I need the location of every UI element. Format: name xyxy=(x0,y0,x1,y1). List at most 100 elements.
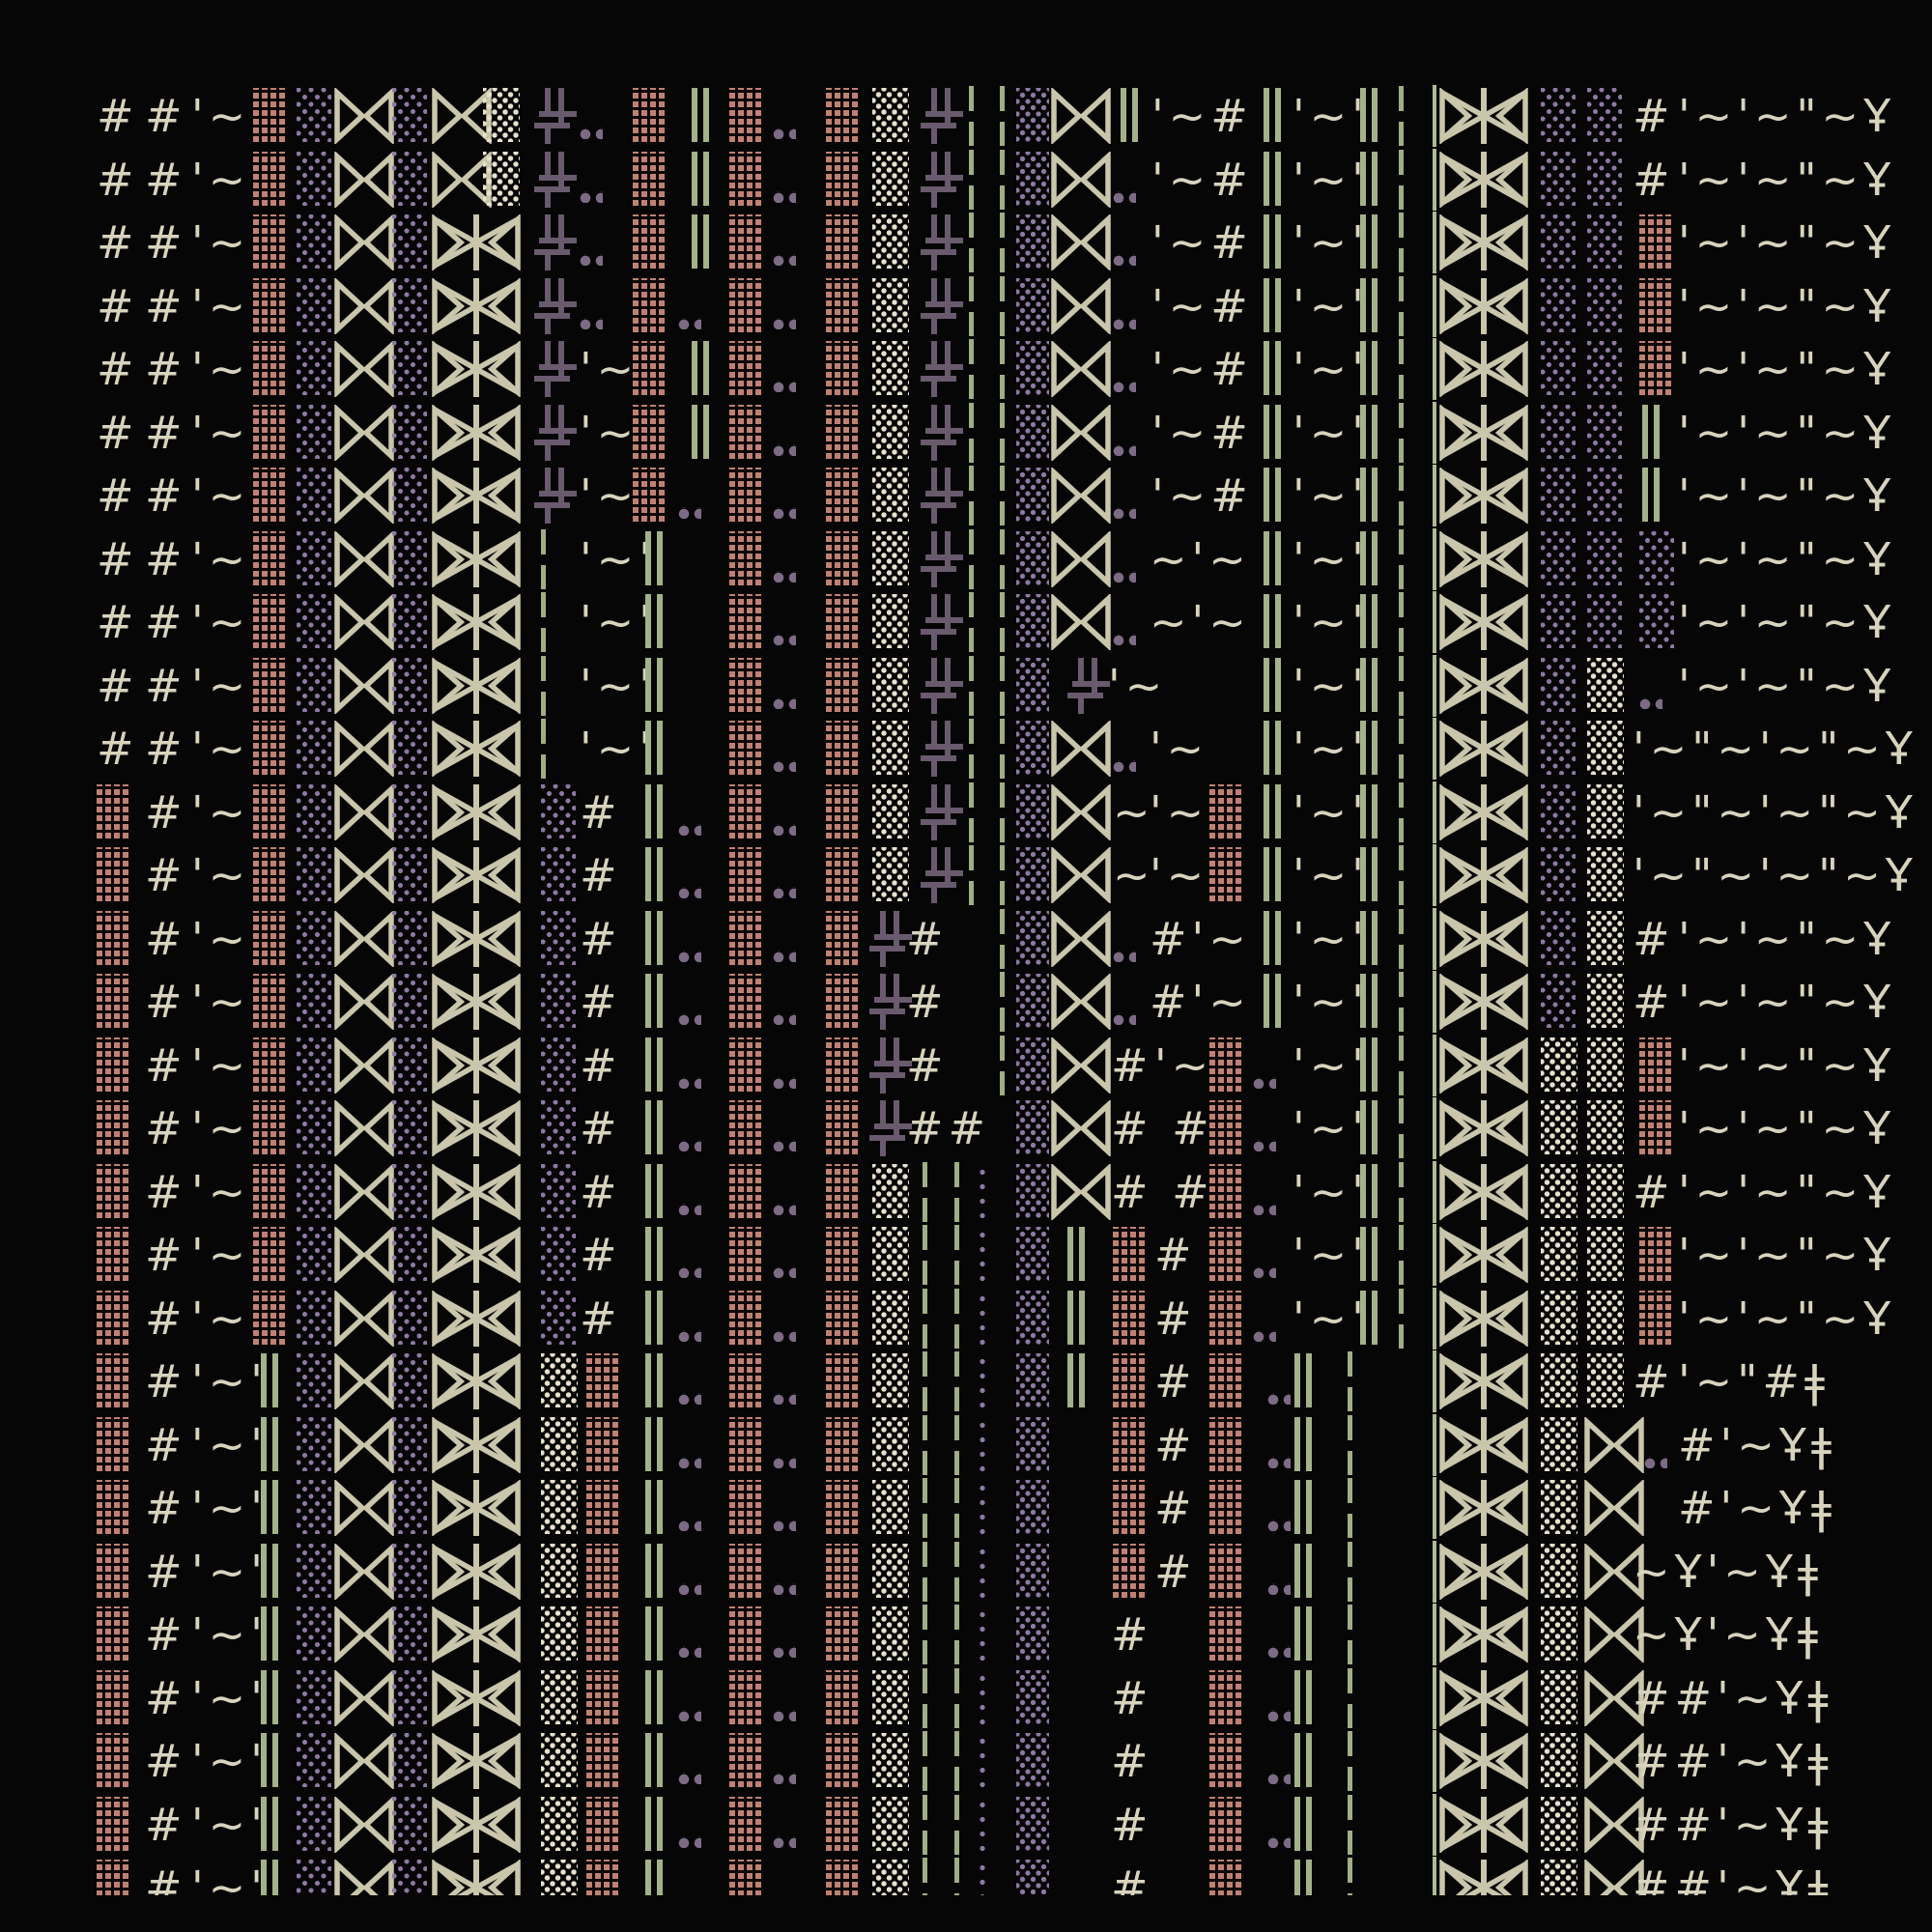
cream-text-glyph: ## xyxy=(906,1102,991,1154)
purple-dot-block xyxy=(392,910,427,965)
purple-dot-block-dense xyxy=(1016,721,1049,775)
salmon-weave-block xyxy=(729,404,764,459)
purple-dot-pair xyxy=(771,1773,796,1784)
bowtie-icon xyxy=(1584,1669,1644,1726)
green-double-bar xyxy=(1360,847,1378,901)
cream-text-glyph: ~Ұ'~Ұǂ xyxy=(1633,1545,1824,1598)
green-double-bar xyxy=(645,1796,663,1851)
cream-dot-block xyxy=(872,1353,909,1407)
bowtie-icon xyxy=(334,721,394,777)
green-dash-bar xyxy=(1348,1605,1352,1664)
salmon-weave-block xyxy=(586,1733,621,1787)
green-vline xyxy=(1433,1793,1436,1856)
cream-dot-block xyxy=(872,1543,909,1598)
purple-dot-block xyxy=(297,1037,331,1092)
salmon-weave-block xyxy=(826,1480,861,1534)
cream-text-glyph: '~"~'~"~Ұ xyxy=(1633,723,1918,775)
purple-dot-block xyxy=(1541,277,1576,332)
cream-dot-block xyxy=(872,657,909,712)
cream-dot-block xyxy=(872,404,909,459)
bowtie-icon xyxy=(334,530,394,587)
green-double-bar xyxy=(261,1733,278,1787)
purple-dot-block xyxy=(1541,847,1576,901)
cream-text-glyph: '~' xyxy=(1293,659,1369,712)
cream-text-glyph: '~' xyxy=(191,659,268,712)
salmon-weave-block xyxy=(97,1669,131,1724)
purple-dot-pair xyxy=(1251,1266,1276,1278)
salmon-weave-block xyxy=(633,88,668,142)
double-bowtie-icon xyxy=(1439,1796,1528,1853)
green-dash-bar xyxy=(954,1225,959,1285)
double-bowtie-icon xyxy=(1439,1290,1528,1347)
salmon-weave-block xyxy=(826,214,861,269)
purple-dot-pair xyxy=(1111,570,1136,582)
double-bowtie-icon xyxy=(1439,1037,1528,1094)
salmon-weave-block xyxy=(826,783,861,838)
purple-dot-block xyxy=(392,530,427,585)
purple-dot-block xyxy=(541,1100,576,1154)
green-double-bar xyxy=(1294,1416,1312,1471)
cream-dot-block xyxy=(1587,847,1624,901)
purple-dot-block xyxy=(297,594,331,648)
bowtie-icon xyxy=(1584,1416,1644,1473)
purple-dot-block xyxy=(1587,151,1622,206)
green-dash-bar xyxy=(1399,402,1404,463)
hash-glyph: # xyxy=(145,1355,187,1407)
bowtie-icon xyxy=(1051,341,1111,397)
purple-dot-block xyxy=(297,530,331,585)
cream-text-glyph: '~' xyxy=(191,912,268,965)
green-dash-bar xyxy=(969,275,974,336)
cream-text-glyph: '~'~"~Ұ xyxy=(1678,343,1896,395)
salmon-weave-block xyxy=(826,910,861,965)
green-double-bar xyxy=(645,1860,663,1895)
green-dash-bar xyxy=(923,1414,927,1475)
cream-text-glyph: ~ xyxy=(1113,785,1155,838)
purple-dot-block xyxy=(1587,341,1622,395)
purple-dot-strip xyxy=(974,1667,985,1728)
purple-dot-block xyxy=(297,910,331,965)
cream-dot-block xyxy=(1587,657,1624,712)
salmon-weave-block xyxy=(97,1860,131,1895)
hash-glyph: # xyxy=(145,90,187,142)
cream-text-glyph: ##'~Ұǂ xyxy=(1633,1798,1833,1851)
salmon-weave-block xyxy=(826,88,861,142)
purple-dot-block xyxy=(392,277,427,332)
bowtie-icon xyxy=(1584,1606,1644,1662)
cream-text-glyph: '~'~"~Ұ xyxy=(1678,976,1896,1028)
double-bowtie-icon xyxy=(432,910,521,967)
green-double-bar xyxy=(1360,910,1378,965)
salmon-weave-block xyxy=(729,214,764,269)
double-bowtie-icon xyxy=(1439,721,1528,777)
purple-dot-block-dense xyxy=(1016,530,1049,585)
purple-dot-pair xyxy=(1265,1520,1291,1531)
hash-glyph: # xyxy=(145,279,187,332)
purple-dot-strip xyxy=(974,1161,985,1222)
salmon-weave-block xyxy=(729,1860,764,1895)
purple-dot-block-dense xyxy=(1016,1416,1049,1471)
green-double-bar xyxy=(645,1543,663,1598)
green-dash-bar xyxy=(1399,972,1404,1032)
purple-dot-pair xyxy=(1265,1582,1291,1595)
bowtie-icon xyxy=(1051,404,1111,461)
green-double-bar xyxy=(1294,1606,1312,1661)
bowtie-icon xyxy=(1584,1860,1644,1895)
salmon-weave-block xyxy=(826,1353,861,1407)
hash-glyph: # xyxy=(97,343,139,395)
green-double-bar xyxy=(1067,1290,1085,1345)
green-dash-bar xyxy=(969,719,974,779)
green-double-bar xyxy=(692,404,709,459)
purple-dot-pair xyxy=(1111,1013,1136,1025)
hash-glyph: # xyxy=(97,153,139,206)
cream-dot-block xyxy=(872,1733,909,1787)
green-dash-bar xyxy=(969,655,974,716)
purple-dot-pair xyxy=(676,1582,701,1595)
purple-dot-pair xyxy=(771,1076,796,1089)
green-double-bar xyxy=(645,1100,663,1154)
purple-dot-pair xyxy=(771,696,796,709)
bowtie-icon xyxy=(334,1227,394,1283)
purple-dot-pair xyxy=(676,1140,701,1151)
purple-dot-block xyxy=(392,404,427,459)
green-dash-bar xyxy=(1000,908,1005,969)
purple-dot-pair xyxy=(1265,1456,1291,1468)
purple-dot-block xyxy=(392,1163,427,1218)
